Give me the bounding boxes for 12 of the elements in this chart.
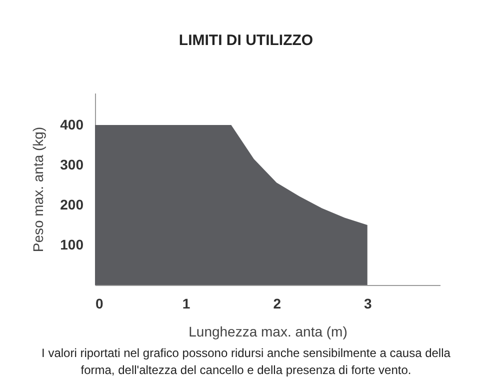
text: I valori riportati nel grafico possono ridursi anche sensibilmente a causa della forma, dell'altezza del cancello e della presenza di forte vento. <box>40 345 452 379</box>
x-tick-label: 1 <box>182 296 190 312</box>
x-tick-label: 0 <box>96 296 104 312</box>
x-tick-label: 3 <box>364 296 372 312</box>
y-tick-label: 300 <box>60 156 84 172</box>
y-axis-title: Peso max. anta (kg) <box>30 126 46 252</box>
chart-title: LIMITI DI UTILIZZO <box>178 31 314 51</box>
x-axis-title: Lunghezza max. anta (m) <box>188 324 348 340</box>
y-tick-label: 100 <box>60 236 84 252</box>
y-tick-label: 400 <box>60 116 84 132</box>
y-tick-label: 200 <box>60 196 84 212</box>
x-tick-label: 2 <box>273 296 282 312</box>
